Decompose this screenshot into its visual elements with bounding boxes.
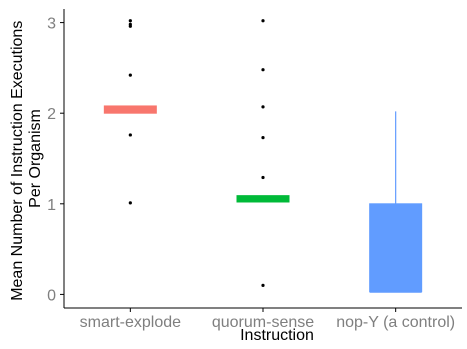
outlier-point: [128, 73, 132, 77]
outlier-point: [128, 201, 132, 205]
outlier-point: [261, 19, 265, 23]
outlier-point: [128, 19, 132, 23]
outlier-point: [261, 105, 265, 109]
y-tick-label: 0: [47, 287, 56, 304]
box-group: [369, 111, 423, 293]
outlier-point: [261, 68, 265, 72]
y-axis-label-line-2: Per Organism: [27, 109, 44, 208]
y-axis-label: Mean Number of Instruction Executions Pe…: [9, 16, 44, 301]
outlier-point: [128, 24, 132, 28]
y-tick-label: 3: [47, 16, 56, 33]
outlier-point: [261, 175, 265, 180]
outlier-point: [261, 283, 265, 287]
outlier-point: [128, 133, 132, 137]
x-tick-label: nop-Y (a control): [336, 314, 455, 331]
box-rect: [369, 203, 423, 293]
box-group: [103, 19, 157, 205]
box-series: [103, 19, 423, 293]
y-tick-label: 1: [47, 197, 56, 214]
x-tick-label: quorum-sense: [212, 314, 314, 331]
x-axis-ticks: smart-explode quorum-sense nop-Y (a contro…: [80, 308, 455, 331]
x-tick-label: smart-explode: [80, 314, 181, 331]
outlier-point: [261, 136, 265, 140]
y-axis-ticks: 0 1 2 3: [47, 16, 64, 304]
x-axis-label: Instruction: [240, 327, 314, 344]
y-tick-label: 2: [47, 106, 56, 123]
y-axis-label-line-1: Mean Number of Instruction Executions: [9, 21, 26, 301]
box-group: [236, 19, 290, 287]
